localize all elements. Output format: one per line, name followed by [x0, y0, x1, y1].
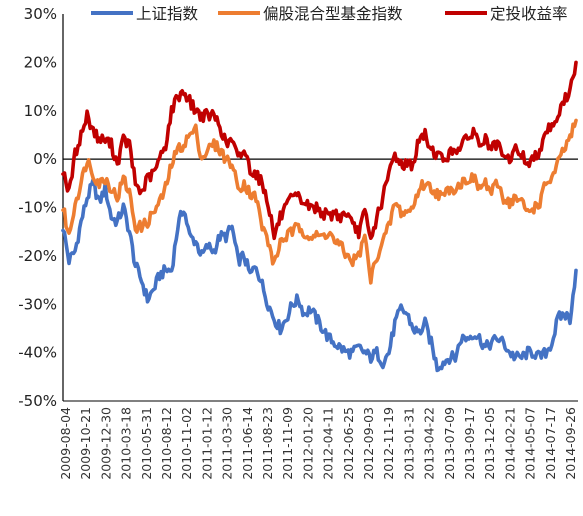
legend-label-2: 定投收益率 [490, 5, 568, 23]
y-tick-label: -40% [18, 344, 57, 362]
x-tick-label: 2013-07-09 [442, 407, 457, 480]
x-tick-label: 2011-11-09 [280, 407, 295, 480]
x-tick-label: 2010-03-18 [119, 407, 134, 480]
series-line-0 [61, 177, 578, 373]
y-tick-labels: 30% 20% 10% 0% -10% -20% -30% -40% -50% [18, 5, 57, 410]
x-tick-label: 2011-06-14 [240, 407, 255, 480]
x-tick-label: 2013-09-17 [462, 407, 477, 480]
y-tick-label: 0% [33, 150, 57, 168]
x-tick-label: 2012-06-25 [341, 407, 356, 480]
y-tick-label: -10% [18, 199, 57, 217]
x-tick-label: 2014-05-07 [523, 407, 538, 480]
legend-label-1: 偏股混合型基金指数 [263, 5, 403, 23]
x-tick-labels: 2009-08-04 2009-10-21 2009-12-30 2010-03-18… [58, 407, 578, 480]
x-tick-label: 2011-03-30 [220, 407, 235, 480]
x-tick-label: 2013-04-22 [422, 407, 437, 480]
x-tick-label: 2013-01-31 [401, 407, 416, 480]
x-tick-label: 2009-08-04 [58, 407, 73, 480]
x-tick-label: 2010-11-02 [179, 407, 194, 480]
x-tick-label: 2010-05-31 [139, 407, 154, 480]
x-tick-label: 2014-02-21 [502, 407, 517, 480]
y-tick-label: -30% [18, 295, 57, 313]
x-tick-label: 2011-01-12 [199, 407, 214, 480]
x-tick-label: 2010-08-12 [159, 407, 174, 480]
y-tick-label: 10% [24, 102, 57, 120]
x-tick-label: 2014-07-17 [543, 407, 558, 480]
x-tick-label: 2009-12-30 [98, 407, 113, 480]
y-tick-label: -50% [18, 392, 57, 410]
y-tick-label: -20% [18, 247, 57, 265]
x-tick-label: 2014-09-26 [563, 407, 578, 480]
y-tick-label: 30% [24, 5, 57, 23]
series-line-2 [61, 60, 578, 241]
legend-label-0: 上证指数 [136, 5, 199, 23]
x-tick-label: 2012-09-03 [361, 407, 376, 480]
series-lines [61, 60, 578, 373]
y-tick-label: 20% [24, 53, 57, 71]
legend: 上证指数 偏股混合型基金指数 定投收益率 [91, 5, 568, 23]
x-tick-label: 2011-08-23 [260, 407, 275, 480]
x-tick-label: 2009-10-21 [78, 407, 93, 480]
axes-group [62, 14, 578, 402]
x-tick-label: 2012-01-20 [300, 407, 315, 480]
x-tick-label: 2012-11-19 [381, 407, 396, 480]
x-tick-label: 2012-04-11 [321, 407, 336, 480]
x-tick-label: 2013-12-05 [482, 407, 497, 480]
series-line-1 [61, 118, 578, 285]
